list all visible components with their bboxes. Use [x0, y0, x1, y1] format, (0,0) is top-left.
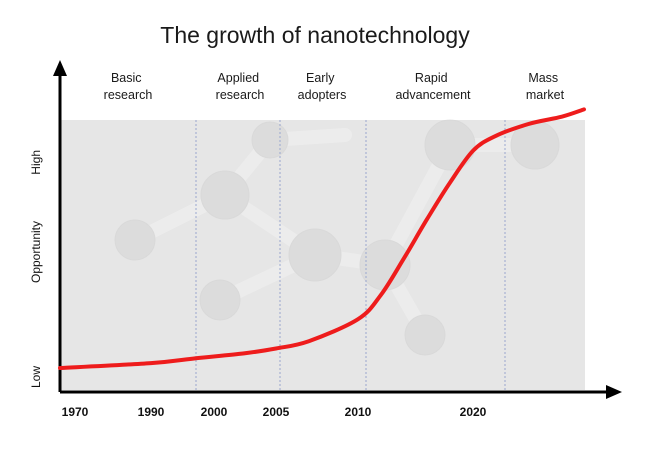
- x-tick-label: 2020: [460, 405, 487, 419]
- phase-labels: Basic research Applied research Early ad…: [104, 71, 565, 102]
- y-axis-label: Opportunity: [29, 221, 43, 283]
- x-axis-arrow-icon: [606, 385, 622, 399]
- axes: [53, 60, 622, 399]
- phase-label-rapid: Rapid advancement: [395, 71, 471, 102]
- x-tick-label: 2010: [345, 405, 372, 419]
- x-tick-label: 1990: [138, 405, 165, 419]
- x-tick-label: 2000: [201, 405, 228, 419]
- x-tick-label: 1970: [62, 405, 89, 419]
- y-tick-low: Low: [29, 366, 43, 388]
- y-axis-arrow-icon: [53, 60, 67, 76]
- phase-label-basic: Basic research: [104, 71, 153, 102]
- phase-label-early: Early adopters: [298, 71, 347, 102]
- x-tick-labels: 1970 1990 2000 2005 2010 2020: [62, 405, 487, 419]
- phase-label-applied: Applied research: [216, 71, 265, 102]
- phase-dividers: [195, 120, 506, 390]
- y-tick-high: High: [29, 150, 43, 175]
- series-layer: [58, 107, 586, 370]
- growth-curve-line: [58, 107, 586, 370]
- molecule-illustration: [114, 119, 560, 356]
- phase-label-mass: Mass market: [526, 71, 565, 102]
- x-tick-label: 2005: [263, 405, 290, 419]
- chart-title: The growth of nanotechnology: [160, 22, 470, 48]
